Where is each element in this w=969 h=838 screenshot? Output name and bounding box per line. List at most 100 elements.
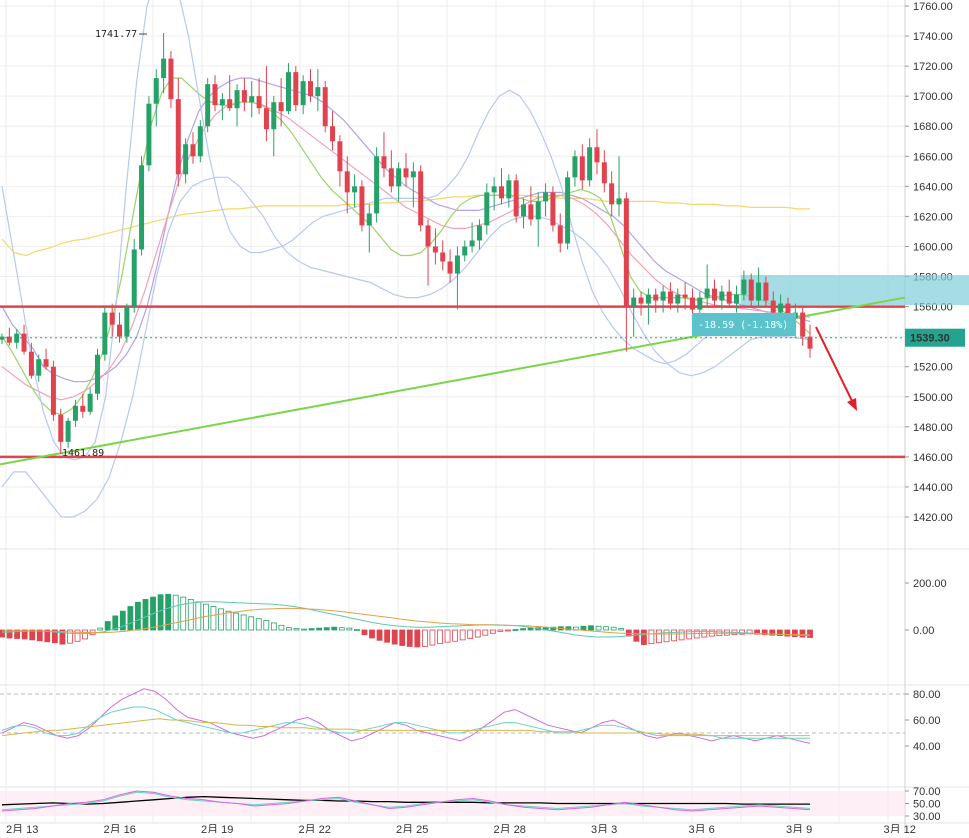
macd-histogram-bar [391,629,398,645]
candle-body [506,180,512,199]
candle-body [778,303,784,313]
candle-body [403,168,409,178]
macd-histogram-bar [104,621,111,631]
x-tick-label: 2月 22 [299,824,331,833]
candle-body [410,171,416,178]
macd-histogram-bar [67,629,73,644]
candle-body [308,81,314,97]
candle-body [330,126,336,142]
candle-body [234,90,240,109]
macd-histogram-bar [293,628,300,631]
macd-histogram-bar [512,629,519,631]
macd-signal-line [2,607,811,636]
y-tick-label: 80.00 [913,689,941,701]
y-tick-label: 1440.00 [913,482,953,494]
candle-body [712,288,718,301]
indicator-line-4 [1,0,810,461]
macd-histogram-bar [346,627,353,631]
candle-body [161,58,167,79]
candle-body [748,279,754,301]
y-tick-label: 1500.00 [913,392,953,404]
macd-histogram-bar [308,628,315,631]
candle-body [528,204,534,220]
macd-histogram-bar [157,594,164,631]
x-tick-label: 2月 13 [6,824,38,833]
candle-body [249,96,255,103]
macd-histogram-bar [497,629,504,632]
macd-histogram-bar [399,629,406,646]
macd-histogram-bar [112,615,119,631]
candle-body [462,246,468,256]
macd-histogram-bar [474,629,481,638]
macd-histogram-bar [467,629,474,639]
macd-histogram-bar [165,593,172,631]
macd-histogram-bar [527,627,534,631]
y-tick-label: 1760.00 [913,1,953,13]
candle-body [425,225,431,247]
candle-body [800,312,806,337]
candle-body [6,336,12,343]
macd-histogram-bar [595,625,602,631]
macd-histogram-bar [316,627,323,631]
candle-body [322,87,328,127]
macd-histogram-bar [21,629,28,640]
candle-body [359,186,365,226]
macd-histogram-bar [384,629,391,643]
x-tick-label: 3月 3 [591,824,617,833]
macd-histogram-bar [180,596,187,631]
candle-body [476,225,482,241]
change-label: -18.59 (-1.18%) [698,320,788,331]
macd-histogram-bar [354,629,360,631]
y-tick-label: 50.00 [913,799,941,811]
y-tick-label: 200.00 [913,578,947,590]
candle-body [785,303,791,319]
candle-body [80,405,86,412]
macd-histogram-bar [195,601,202,631]
candle-body [197,126,203,157]
y-tick-label: 1460.00 [913,452,953,464]
macd-histogram-bar [187,599,194,631]
macd-histogram-bar [761,629,768,636]
macd-histogram-bar [406,629,413,647]
candle-body [109,312,115,325]
candle-body [587,147,593,181]
stoch-line-2 [1,790,811,812]
macd-histogram-bar [588,625,594,631]
indicator-line-0 [1,194,810,257]
x-tick-label: 3月 6 [689,824,715,833]
macd-histogram-bar [29,629,36,641]
candle-body [315,87,321,97]
macd-histogram-bar [459,629,466,641]
y-tick-label: 70.00 [913,786,941,798]
macd-line [1,601,811,638]
candle-body [440,252,446,262]
macd-histogram-bar [580,625,587,631]
candle-body [579,156,585,181]
high-label: 1741.77 [95,29,137,40]
candle-body [704,288,710,298]
macd-histogram-bar [210,606,217,631]
candle-body [616,198,622,205]
macd-histogram-bar [82,629,88,640]
candle-body [697,297,703,310]
x-tick-label: 2月 25 [396,824,428,833]
macd-histogram-bar [807,629,813,638]
macd-histogram-bar [618,628,625,631]
macd-histogram-bar [331,626,338,631]
candle-body [609,183,615,205]
macd-histogram-bar [452,629,458,642]
candle-body [87,393,93,412]
candle-body [131,249,137,307]
y-tick-label: 1700.00 [913,91,953,103]
candle-body [175,99,181,175]
candle-body [572,156,578,178]
y-tick-label: 30.00 [913,811,941,823]
consolidation-zone [740,275,969,306]
candle-body [271,102,277,130]
candle-body [513,180,519,217]
macd-histogram-bar [338,627,345,631]
candle-body [0,336,5,340]
macd-histogram-bar [59,629,66,645]
